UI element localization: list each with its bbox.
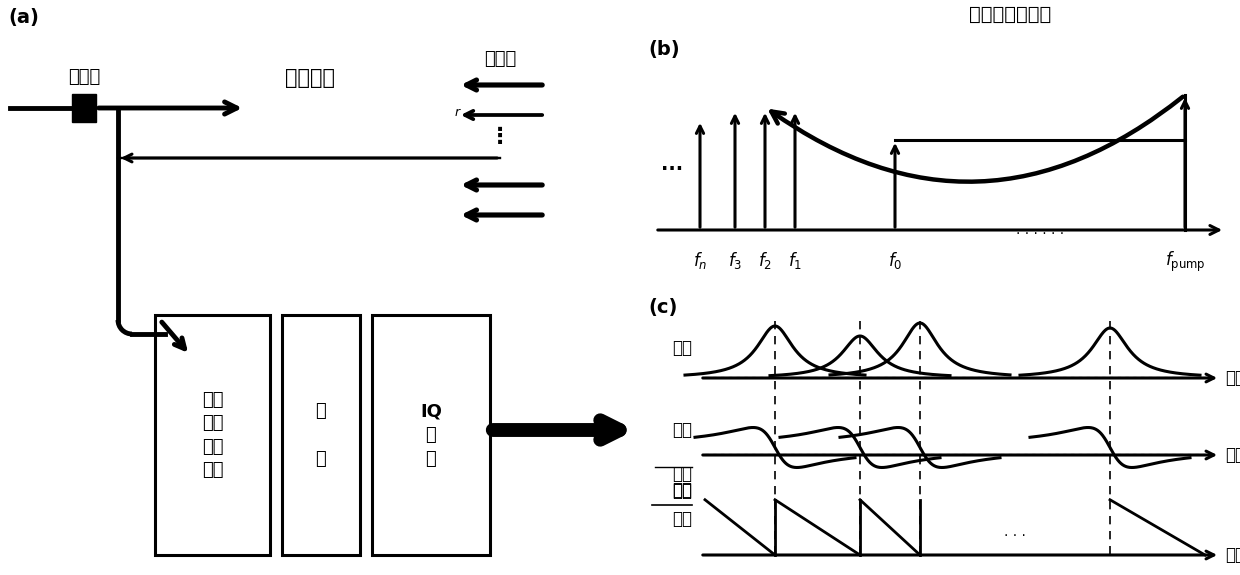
- Text: ···: ···: [661, 160, 683, 179]
- Text: 探测光: 探测光: [484, 50, 516, 68]
- Text: 频率: 频率: [1225, 446, 1240, 464]
- Text: $f_2$: $f_2$: [853, 573, 867, 575]
- Text: $f_n$: $f_n$: [693, 250, 707, 271]
- Text: 频率: 频率: [1225, 546, 1240, 564]
- Bar: [72, 94, 95, 122]
- Text: 快速
离散
傅式
变换: 快速 离散 傅式 变换: [202, 390, 223, 480]
- Text: (b): (b): [649, 40, 680, 59]
- Text: (c): (c): [649, 298, 677, 317]
- Bar: [281, 315, 360, 555]
- Text: $f_3$: $f_3$: [913, 573, 928, 575]
- Text: $f_1$: $f_1$: [787, 250, 802, 271]
- Text: · · · · · ·: · · · · · ·: [1016, 227, 1064, 241]
- Text: 相位: 相位: [672, 482, 692, 500]
- Text: (a): (a): [7, 8, 38, 27]
- Bar: [372, 315, 490, 555]
- Text: $f_n$: $f_n$: [1102, 573, 1117, 575]
- Text: $f_{\mathrm{pump}}$: $f_{\mathrm{pump}}$: [1164, 250, 1205, 274]
- Text: 泵浦光: 泵浦光: [68, 68, 100, 86]
- Text: 传感光纤: 传感光纤: [285, 68, 335, 88]
- Text: 受激布里渊散射: 受激布里渊散射: [968, 5, 1052, 24]
- Text: 滤

波: 滤 波: [316, 402, 326, 467]
- Text: $f_1$: $f_1$: [768, 573, 782, 575]
- Text: $f_3$: $f_3$: [728, 250, 743, 271]
- Text: 相位: 相位: [672, 421, 692, 439]
- Text: IQ
解
调: IQ 解 调: [420, 402, 441, 467]
- Text: 增益: 增益: [672, 481, 692, 499]
- Text: $f_0$: $f_0$: [888, 250, 903, 271]
- Text: ⋮: ⋮: [489, 127, 511, 147]
- Text: r: r: [454, 105, 460, 118]
- Text: 增益: 增益: [672, 510, 692, 528]
- Bar: [155, 315, 270, 555]
- Text: · · ·: · · ·: [1004, 528, 1025, 542]
- Text: 相位: 相位: [672, 465, 692, 483]
- Text: 频率: 频率: [1225, 369, 1240, 387]
- Text: $f_2$: $f_2$: [758, 250, 773, 271]
- Text: 增益: 增益: [672, 339, 692, 357]
